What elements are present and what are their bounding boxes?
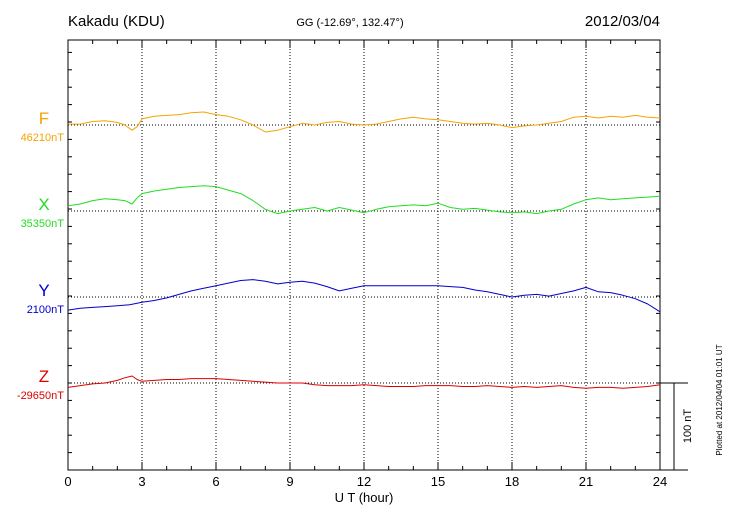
x-tick-label: 9: [286, 474, 293, 489]
series-baseline-z: -29650nT: [17, 390, 64, 402]
series-name-y: Y: [38, 281, 49, 300]
series-labels: F 46210nT X 35350nT Y 2100nT Z -29650nT: [17, 109, 64, 402]
x-axis-label: U T (hour): [335, 490, 394, 505]
vertical-gridlines: [141, 40, 587, 470]
plot-frame: [67, 39, 661, 471]
series-line-z: [67, 375, 661, 389]
series-name-f: F: [39, 109, 49, 128]
x-tick-labels: 0 3 6 9 12 15 18 21 24: [64, 474, 667, 489]
series-baseline-x: 35350nT: [21, 218, 65, 230]
series-name-x: X: [38, 195, 49, 214]
x-tick-label: 21: [579, 474, 593, 489]
x-tick-label: 0: [64, 474, 71, 489]
plotted-timestamp: Plotted at 2012/04/04 01:01 UT: [715, 344, 724, 455]
series-line-f: [68, 111, 661, 133]
series-baseline-y: 2100nT: [27, 304, 65, 316]
x-tick-label: 15: [431, 474, 445, 489]
x-tick-label: 6: [212, 474, 219, 489]
station-title: Kakadu (KDU): [68, 13, 165, 30]
series-line-y: [67, 279, 661, 313]
scale-bar: 100 nT: [660, 382, 694, 471]
station-coordinates: GG (-12.69°, 132.47°): [296, 17, 403, 29]
scale-bar-label: 100 nT: [682, 409, 694, 444]
series-name-z: Z: [39, 367, 49, 386]
data-series: [67, 111, 661, 389]
series-line-x: [67, 185, 661, 215]
x-tick-label: 12: [357, 474, 371, 489]
x-tick-label: 18: [505, 474, 519, 489]
x-tick-label: 3: [138, 474, 145, 489]
x-tick-label: 24: [653, 474, 667, 489]
series-baseline-f: 46210nT: [21, 132, 65, 144]
axis-ticks: [67, 40, 661, 471]
chart-date: 2012/03/04: [585, 13, 660, 30]
